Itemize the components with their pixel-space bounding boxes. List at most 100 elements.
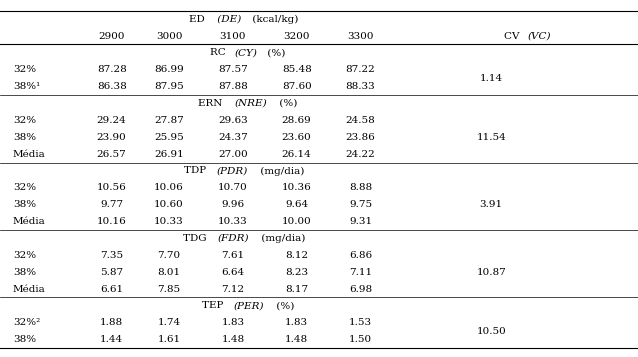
Text: 1.83: 1.83 xyxy=(285,318,308,327)
Text: TEP: TEP xyxy=(202,301,226,310)
Text: 26.14: 26.14 xyxy=(282,150,311,159)
Text: 10.56: 10.56 xyxy=(97,183,126,192)
Text: 7.12: 7.12 xyxy=(221,285,244,293)
Text: 38%: 38% xyxy=(13,335,36,344)
Text: 38%¹: 38%¹ xyxy=(13,82,40,91)
Text: 29.24: 29.24 xyxy=(97,116,126,125)
Text: 5.87: 5.87 xyxy=(100,268,123,277)
Text: (DE): (DE) xyxy=(214,15,241,24)
Text: 87.28: 87.28 xyxy=(97,65,126,74)
Text: 27.00: 27.00 xyxy=(218,150,248,159)
Text: 3100: 3100 xyxy=(219,31,246,40)
Text: Média: Média xyxy=(13,217,45,226)
Text: 3300: 3300 xyxy=(347,31,374,40)
Text: 9.96: 9.96 xyxy=(221,200,244,209)
Text: 88.33: 88.33 xyxy=(346,82,375,91)
Text: 10.36: 10.36 xyxy=(282,183,311,192)
Text: (%): (%) xyxy=(276,99,297,108)
Text: 10.33: 10.33 xyxy=(154,217,184,226)
Text: 9.31: 9.31 xyxy=(349,217,372,226)
Text: 26.57: 26.57 xyxy=(97,150,126,159)
Text: ERN: ERN xyxy=(198,99,226,108)
Text: 10.60: 10.60 xyxy=(154,200,184,209)
Text: (%): (%) xyxy=(264,49,286,57)
Text: (PER): (PER) xyxy=(234,301,264,310)
Text: 10.87: 10.87 xyxy=(477,268,506,277)
Text: TDP: TDP xyxy=(184,166,209,175)
Text: 1.14: 1.14 xyxy=(480,74,503,83)
Text: (FDR): (FDR) xyxy=(218,234,249,243)
Text: 10.00: 10.00 xyxy=(282,217,311,226)
Text: 10.06: 10.06 xyxy=(154,183,184,192)
Text: 86.38: 86.38 xyxy=(97,82,126,91)
Text: (%): (%) xyxy=(273,301,294,310)
Text: 23.90: 23.90 xyxy=(97,133,126,142)
Text: 8.17: 8.17 xyxy=(285,285,308,293)
Text: 32%: 32% xyxy=(13,65,36,74)
Text: 1.48: 1.48 xyxy=(221,335,244,344)
Text: 6.61: 6.61 xyxy=(100,285,123,293)
Text: 29.63: 29.63 xyxy=(218,116,248,125)
Text: 7.61: 7.61 xyxy=(221,251,244,260)
Text: 38%: 38% xyxy=(13,133,36,142)
Text: 9.64: 9.64 xyxy=(285,200,308,209)
Text: Média: Média xyxy=(13,150,45,159)
Text: TDG: TDG xyxy=(183,234,210,243)
Text: 1.48: 1.48 xyxy=(285,335,308,344)
Text: 38%: 38% xyxy=(13,268,36,277)
Text: (NRE): (NRE) xyxy=(234,99,267,108)
Text: 24.37: 24.37 xyxy=(218,133,248,142)
Text: 1.53: 1.53 xyxy=(349,318,372,327)
Text: 28.69: 28.69 xyxy=(282,116,311,125)
Text: 7.35: 7.35 xyxy=(100,251,123,260)
Text: 27.87: 27.87 xyxy=(154,116,184,125)
Text: 32%: 32% xyxy=(13,116,36,125)
Text: 87.22: 87.22 xyxy=(346,65,375,74)
Text: CV: CV xyxy=(504,31,523,40)
Text: 8.12: 8.12 xyxy=(285,251,308,260)
Text: 2900: 2900 xyxy=(98,31,125,40)
Text: (mg/dia): (mg/dia) xyxy=(258,234,306,243)
Text: 32%: 32% xyxy=(13,251,36,260)
Text: (mg/dia): (mg/dia) xyxy=(257,166,304,176)
Text: (VC): (VC) xyxy=(528,31,551,40)
Text: 24.22: 24.22 xyxy=(346,150,375,159)
Text: 3200: 3200 xyxy=(283,31,310,40)
Text: 9.75: 9.75 xyxy=(349,200,372,209)
Text: 87.88: 87.88 xyxy=(218,82,248,91)
Text: Média: Média xyxy=(13,285,45,293)
Text: 24.58: 24.58 xyxy=(346,116,375,125)
Text: 10.33: 10.33 xyxy=(218,217,248,226)
Text: 10.70: 10.70 xyxy=(218,183,248,192)
Text: 1.83: 1.83 xyxy=(221,318,244,327)
Text: 8.23: 8.23 xyxy=(285,268,308,277)
Text: 6.98: 6.98 xyxy=(349,285,372,293)
Text: (PDR): (PDR) xyxy=(217,166,248,175)
Text: 3000: 3000 xyxy=(156,31,182,40)
Text: 10.16: 10.16 xyxy=(97,217,126,226)
Text: 25.95: 25.95 xyxy=(154,133,184,142)
Text: 8.01: 8.01 xyxy=(158,268,181,277)
Text: 10.50: 10.50 xyxy=(477,327,506,336)
Text: 38%: 38% xyxy=(13,200,36,209)
Text: 8.88: 8.88 xyxy=(349,183,372,192)
Text: 86.99: 86.99 xyxy=(154,65,184,74)
Text: 26.91: 26.91 xyxy=(154,150,184,159)
Text: 87.60: 87.60 xyxy=(282,82,311,91)
Text: 85.48: 85.48 xyxy=(282,65,311,74)
Text: 7.85: 7.85 xyxy=(158,285,181,293)
Text: 9.77: 9.77 xyxy=(100,200,123,209)
Text: 6.64: 6.64 xyxy=(221,268,244,277)
Text: 23.60: 23.60 xyxy=(282,133,311,142)
Text: 1.44: 1.44 xyxy=(100,335,123,344)
Text: RC: RC xyxy=(211,49,229,57)
Text: 3.91: 3.91 xyxy=(480,200,503,209)
Text: 1.61: 1.61 xyxy=(158,335,181,344)
Text: (kcal/kg): (kcal/kg) xyxy=(249,15,299,24)
Text: 32%: 32% xyxy=(13,183,36,192)
Text: 7.11: 7.11 xyxy=(349,268,372,277)
Text: ED: ED xyxy=(189,15,209,24)
Text: (CY): (CY) xyxy=(235,49,258,57)
Text: 1.74: 1.74 xyxy=(158,318,181,327)
Text: 32%²: 32%² xyxy=(13,318,40,327)
